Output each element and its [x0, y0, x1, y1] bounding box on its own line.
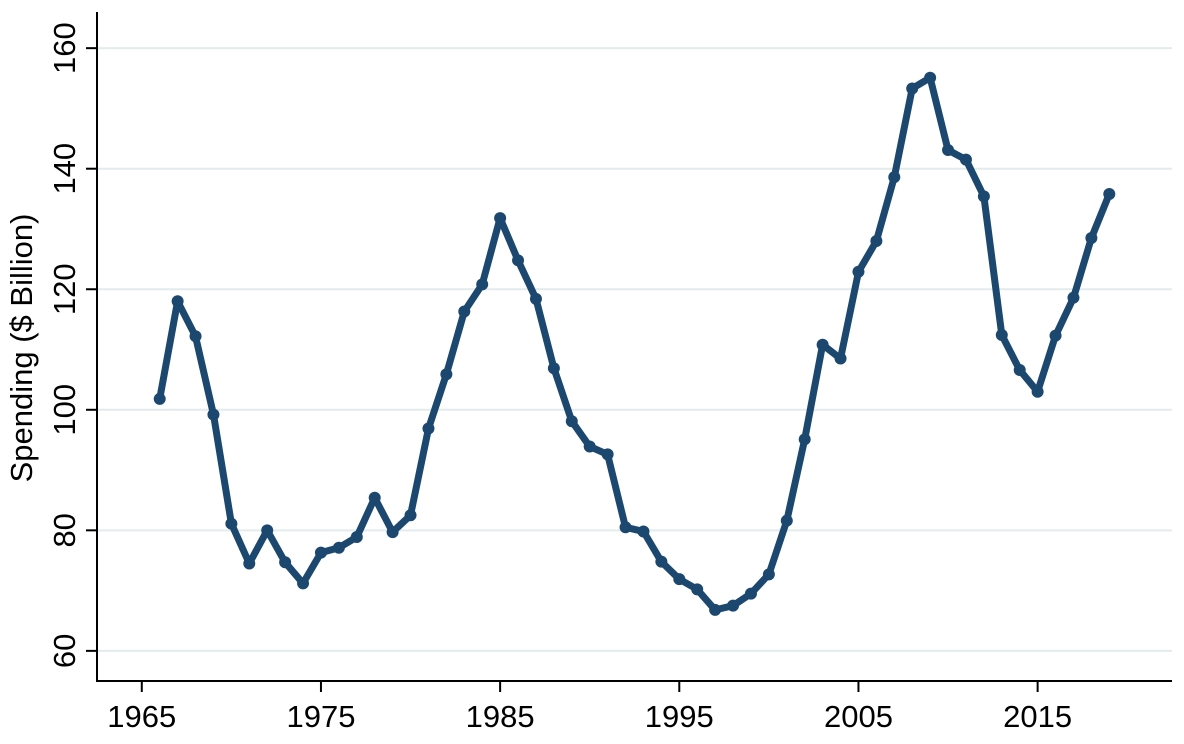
data-point: [583, 440, 596, 453]
data-point: [386, 526, 399, 539]
data-point: [1067, 291, 1080, 304]
data-point: [350, 530, 363, 543]
data-point: [619, 521, 632, 534]
data-point: [1049, 329, 1062, 342]
x-tick-label: 1965: [107, 699, 176, 734]
y-axis-title: Spending ($ Billion): [4, 214, 39, 483]
data-point: [225, 517, 238, 530]
data-point: [368, 491, 381, 504]
data-point: [780, 514, 793, 527]
data-point: [512, 254, 525, 267]
data-point: [458, 305, 471, 318]
x-tick-label: 1985: [466, 699, 535, 734]
data-point: [171, 295, 184, 308]
data-point: [906, 82, 919, 95]
data-point: [798, 433, 811, 446]
data-point: [1103, 188, 1116, 201]
data-point: [977, 190, 990, 203]
x-tick-label: 1995: [645, 699, 714, 734]
x-tick-label: 2015: [1003, 699, 1072, 734]
y-tick-label: 80: [47, 513, 82, 547]
gridlines: [98, 47, 1172, 652]
data-point: [601, 448, 614, 461]
data-point: [655, 555, 668, 568]
data-point: [314, 546, 327, 559]
data-point: [637, 525, 650, 538]
data-point: [279, 556, 292, 569]
data-point: [1085, 232, 1098, 245]
data-point: [297, 577, 310, 590]
data-point: [153, 392, 166, 405]
x-tick-label: 2005: [824, 699, 893, 734]
y-tick-label: 100: [47, 384, 82, 436]
data-point: [243, 557, 256, 570]
data-point: [476, 278, 489, 291]
data-point: [529, 292, 542, 305]
axes: [86, 12, 1172, 692]
series-points: [153, 71, 1116, 616]
y-tick-label: 120: [47, 263, 82, 315]
data-point: [440, 368, 453, 381]
data-point: [261, 524, 274, 537]
data-point: [888, 171, 901, 184]
x-tick-label: 1975: [286, 699, 355, 734]
data-point: [816, 338, 829, 351]
data-point: [1031, 385, 1044, 398]
y-tick-label: 140: [47, 143, 82, 195]
data-point: [565, 415, 578, 428]
y-tick-label: 160: [47, 22, 82, 74]
data-point: [673, 573, 686, 586]
data-point: [834, 352, 847, 365]
y-tick-label: 60: [47, 634, 82, 668]
data-point: [924, 71, 937, 84]
data-point: [207, 408, 220, 421]
data-point: [189, 330, 202, 343]
data-point: [404, 509, 417, 522]
data-point: [744, 587, 757, 600]
data-point: [547, 362, 560, 375]
data-point: [942, 144, 955, 157]
data-point: [762, 568, 775, 581]
data-point: [332, 541, 345, 554]
data-point: [959, 153, 972, 166]
data-point: [422, 422, 435, 435]
data-point: [870, 235, 883, 248]
data-point: [691, 583, 704, 596]
tick-labels: 60 80 100 120 140 160 1965 1975 1985 1995 2005 2015: [47, 22, 1072, 734]
data-point: [494, 212, 507, 225]
data-point: [1013, 364, 1026, 377]
data-point: [995, 329, 1008, 342]
data-point: [852, 265, 865, 278]
data-point: [709, 603, 722, 616]
data-point: [727, 599, 740, 612]
